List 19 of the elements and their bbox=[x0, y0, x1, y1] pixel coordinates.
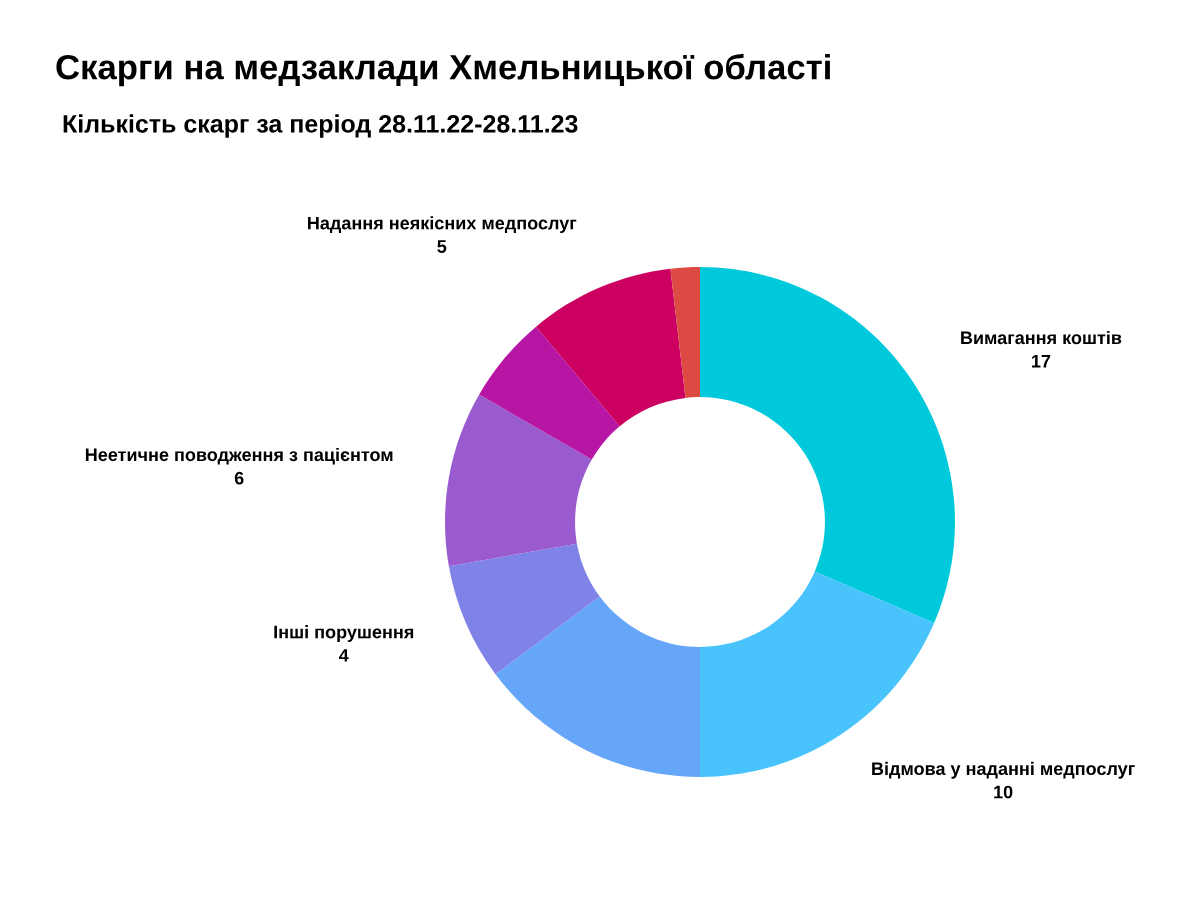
data-label: 17 bbox=[1032, 354, 1051, 368]
data-label: 5 bbox=[437, 240, 447, 253]
data-label: 10 bbox=[994, 785, 1013, 799]
donut-slice bbox=[536, 268, 686, 427]
slice-label: Інші порушення bbox=[274, 625, 414, 642]
donut-slice bbox=[445, 394, 592, 567]
donut-slice bbox=[448, 543, 600, 675]
slice-label: Неетичне поводження з пацієнтом bbox=[85, 447, 393, 465]
donut-slice bbox=[479, 326, 620, 460]
donut-slice bbox=[700, 267, 955, 623]
slice-label: Відмова у наданні медпослуг bbox=[872, 761, 1135, 779]
chart-title: Скарги на медзаклади Хмельницької області bbox=[56, 53, 830, 87]
data-label: 6 bbox=[234, 471, 244, 485]
chart-subtitle: Кількість скарг за період 28.11.22-28.11.23 bbox=[63, 114, 578, 138]
donut-slice bbox=[495, 596, 700, 777]
slice-label: Надання неякісних медпослуг bbox=[308, 216, 577, 234]
donut-slice bbox=[670, 267, 700, 398]
slice-label: Вимагання коштів bbox=[961, 330, 1122, 345]
data-label: 4 bbox=[339, 649, 349, 662]
